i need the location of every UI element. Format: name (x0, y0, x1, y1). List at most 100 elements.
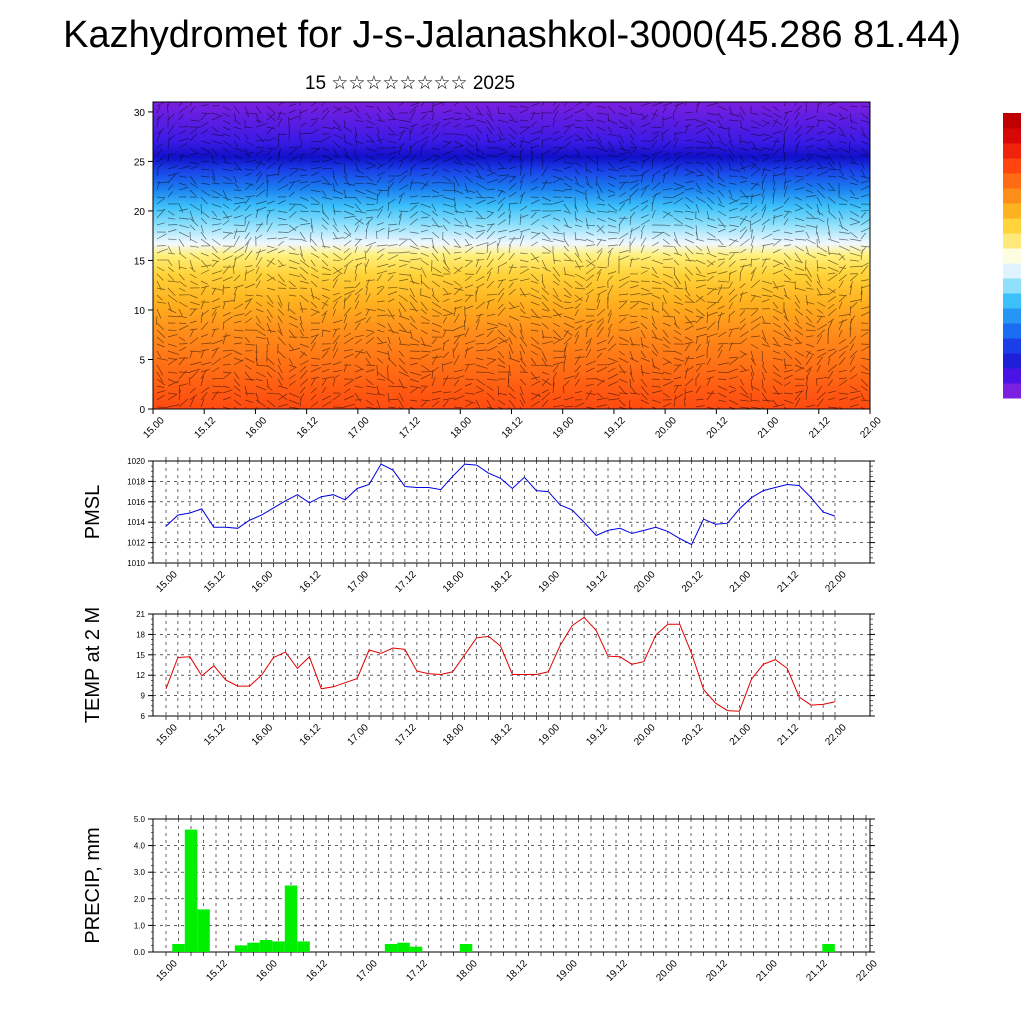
y-tick-label: 5 (139, 355, 145, 366)
x-tick-label: 20.00 (632, 569, 658, 595)
colorbar-swatch (1003, 248, 1021, 264)
x-tick-label: 19.00 (537, 569, 563, 595)
y-tick-label: 18 (136, 630, 145, 639)
precip-bar (459, 944, 473, 952)
pmsl-panel: 1010 1012 1014 1016 1018 1020 15.00 15.12 16.00 1… (82, 457, 875, 595)
x-tick-label: 17.12 (393, 722, 419, 748)
precip-bar (384, 944, 398, 952)
panel-grid (153, 461, 870, 563)
y-tick-label: 1016 (127, 498, 145, 507)
y-tick-label: 4.0 (134, 842, 146, 851)
panel-frame (152, 818, 871, 953)
x-tick-label: 18.12 (489, 722, 515, 748)
x-tick-label: 18.00 (441, 569, 467, 595)
colorbar-swatch (1003, 158, 1021, 174)
x-tick-label: 19.12 (602, 415, 628, 441)
y-tick-label: 5.0 (134, 815, 146, 824)
y-tick-label: 20 (134, 207, 146, 218)
y-tick-label: 21 (136, 610, 145, 619)
x-tick-label: 15.12 (202, 722, 228, 748)
x-tick-label: 21.00 (728, 722, 754, 748)
precip-bar (259, 940, 273, 952)
y-tick-label: 1010 (127, 559, 145, 568)
x-tick-label: 21.00 (728, 569, 754, 595)
x-tick-label: 18.12 (504, 958, 530, 984)
x-tick-label: 17.12 (404, 958, 430, 984)
wind-barbs (156, 102, 870, 409)
x-tick-label: 15.00 (154, 958, 180, 984)
precip-panel: 0.0 1.0 2.0 3.0 4.0 5.0 15.00 15.12 16.00 16.12 17… (82, 815, 880, 984)
x-tick-label: 22.00 (823, 569, 849, 595)
x-tick-label: 22.00 (854, 958, 880, 984)
x-tick-label: 16.00 (250, 569, 276, 595)
x-tick-label: 19.00 (554, 958, 580, 984)
precip-bar (184, 829, 198, 952)
x-tick-label: 22.00 (858, 415, 884, 441)
colorbar-swatch (1003, 308, 1021, 324)
x-tick-label: 21.00 (756, 415, 782, 441)
colorbar-swatch (1003, 173, 1021, 189)
y-tick-label: 1012 (127, 539, 145, 548)
y-tick-label: 30 (134, 108, 146, 119)
y-tick-label: 0.0 (134, 948, 146, 957)
colorbar (1003, 113, 1021, 399)
colorbar-swatch (1003, 233, 1021, 249)
x-tick-label: 19.12 (584, 722, 610, 748)
panel-grid (153, 819, 870, 952)
precip-bar (297, 941, 310, 952)
x-tick-label: 21.12 (804, 958, 830, 984)
x-tick-label: 16.12 (304, 958, 330, 984)
x-tick-label: 19.12 (584, 569, 610, 595)
x-tick-label: 17.12 (397, 415, 423, 441)
y-axis-label: PRECIP, mm (82, 827, 104, 943)
colorbar-swatch (1003, 113, 1021, 129)
x-tick-label: 17.00 (354, 958, 380, 984)
x-tick-label: 15.00 (154, 722, 180, 748)
y-tick-label: 25 (134, 157, 146, 168)
x-tick-label: 17.00 (346, 415, 372, 441)
warm-core-2 (620, 329, 711, 409)
x-tick-label: 20.00 (653, 415, 679, 441)
x-tick-label: 20.12 (704, 958, 730, 984)
x-tick-label: 17.12 (393, 569, 419, 595)
warm-core-3 (400, 369, 521, 409)
colorbar-swatch (1003, 188, 1021, 204)
precip-bar (272, 941, 285, 952)
colorbar-swatch (1003, 278, 1021, 294)
x-tick-label: 15.12 (204, 958, 230, 984)
precip-bar (172, 944, 185, 952)
x-tick-label: 20.00 (632, 722, 658, 748)
x-tick-label: 15.12 (202, 569, 228, 595)
x-tick-label: 21.12 (776, 569, 802, 595)
x-tick-label: 16.12 (295, 415, 321, 441)
x-tick-label: 16.12 (298, 569, 324, 595)
y-tick-label: 9 (141, 692, 146, 701)
x-tick-label: 18.00 (449, 415, 475, 441)
y-tick-label: 1020 (127, 457, 145, 466)
y-tick-label: 2.0 (134, 895, 146, 904)
x-tick-label: 20.12 (680, 569, 706, 595)
y-tick-label: 1018 (127, 477, 145, 486)
colorbar-swatch (1003, 203, 1021, 219)
colorbar-swatch (1003, 263, 1021, 279)
colorbar-swatch (1003, 383, 1021, 399)
x-tick-label: 22.00 (823, 722, 849, 748)
y-tick-label: 6 (141, 712, 146, 721)
pmsl-line (165, 463, 836, 546)
x-tick-label: 17.00 (345, 722, 371, 748)
x-tick-label: 21.00 (754, 958, 780, 984)
y-tick-label: 15 (136, 651, 145, 660)
x-tick-label: 16.12 (298, 722, 324, 748)
cross-section-panel: 0 5 10 15 20 25 30 15.00 15.12 16.00 16.12 17.00 17.… (134, 101, 884, 441)
cross-section-field (153, 102, 870, 409)
x-tick-label: 16.00 (244, 415, 270, 441)
precip-bar (234, 945, 248, 952)
panel-frame (152, 613, 871, 717)
x-tick-label: 21.12 (776, 722, 802, 748)
precip-bar (247, 942, 260, 952)
y-axis-label: PMSL (82, 485, 104, 539)
x-tick-label: 20.12 (680, 722, 706, 748)
y-tick-label: 1014 (127, 518, 145, 527)
precip-bar (197, 909, 210, 952)
